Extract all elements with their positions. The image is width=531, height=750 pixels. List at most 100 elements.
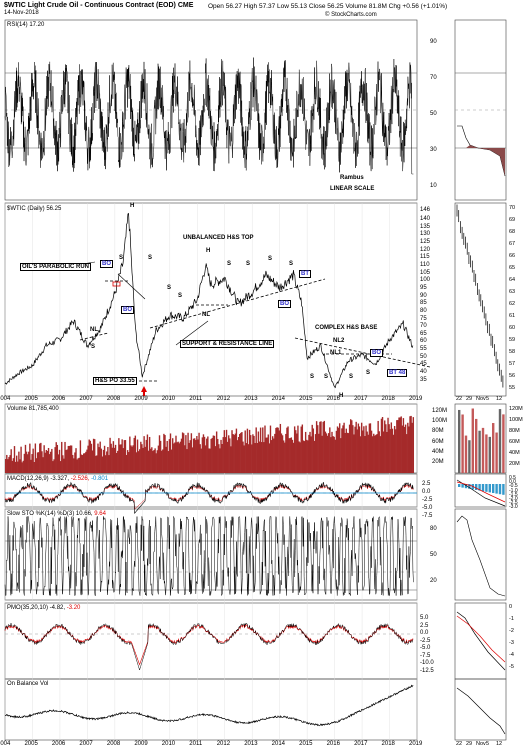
mini-x-tick-bottom-5: 5 — [486, 741, 490, 747]
volume-bar — [286, 427, 288, 473]
volume-bar — [239, 433, 241, 473]
mini-price-tick-65: 65 — [509, 265, 516, 271]
pmo-tick-0.0: 0.0 — [420, 630, 429, 636]
volume-bar — [37, 452, 40, 473]
macd-value-c: -0.801 — [91, 476, 109, 482]
bo-tag-4: BO — [370, 349, 383, 357]
mini-volume-bar — [495, 432, 498, 473]
macd-value-b: -2.526, — [70, 476, 90, 482]
volume-bar — [7, 459, 9, 473]
volume-bar — [324, 431, 327, 473]
volume-bar — [177, 441, 179, 473]
shoulder-label-9: S — [91, 344, 96, 350]
volume-bar — [287, 426, 289, 473]
volume-bar — [366, 431, 368, 473]
volume-bar — [236, 440, 239, 473]
volume-bar — [120, 444, 122, 473]
volume-bar — [353, 434, 355, 473]
volume-bar — [237, 437, 240, 473]
shoulder-label-8: S — [289, 261, 294, 267]
rsi-tick-70: 70 — [430, 75, 437, 81]
mini-macd-bar — [495, 484, 498, 494]
volume-bar — [240, 432, 242, 473]
pointer-parabolic — [117, 273, 146, 300]
hs-top-label: UNBALANCED H&S TOP — [183, 235, 254, 241]
volume-bar — [277, 427, 279, 473]
mini-price-tick-62: 62 — [509, 301, 516, 307]
volume-bar — [295, 430, 297, 473]
volume-bar — [195, 440, 197, 473]
volume-bar — [297, 425, 299, 473]
volume-tick-100M: 100M — [432, 418, 448, 425]
volume-bar — [85, 451, 87, 473]
volume-bar — [167, 451, 170, 473]
volume-bar — [319, 421, 321, 473]
volume-bar — [188, 442, 190, 473]
mini-macd-bar — [458, 484, 461, 487]
volume-bar — [164, 435, 166, 473]
pmo-tick--2.5: -2.5 — [420, 637, 431, 644]
volume-bar — [174, 442, 176, 473]
volume-bar — [43, 445, 45, 473]
volume-bar — [395, 429, 397, 473]
volume-bar — [77, 458, 79, 473]
volume-bar — [326, 435, 329, 473]
volume-bar — [145, 439, 148, 473]
mini-macd-tick--2.0: -2.0 — [509, 496, 518, 502]
volume-bar — [55, 442, 57, 473]
price-tick-146: 146 — [420, 207, 431, 213]
volume-bar — [84, 453, 86, 473]
mini-price-tick-59: 59 — [509, 337, 516, 343]
volume-bar — [284, 442, 286, 473]
volume-bar — [147, 450, 150, 473]
volume-bar — [375, 434, 377, 473]
volume-bar — [18, 451, 20, 473]
volume-bar — [143, 436, 145, 473]
volume-bar — [204, 445, 207, 473]
mini-price-tick-55: 55 — [509, 385, 516, 391]
year-tick-2019: 2019 — [409, 396, 423, 402]
volume-bar — [78, 457, 81, 473]
volume-bar — [122, 448, 124, 473]
volume-bar — [24, 444, 27, 473]
macd-tick-2.5: 2.5 — [422, 481, 431, 487]
mini-volume-bar — [458, 409, 461, 473]
year-tick-2018: 2018 — [381, 396, 395, 402]
volume-bar — [346, 432, 349, 473]
rsi-series-line — [4, 57, 414, 175]
mini-macd-tick--3.0: -3.0 — [509, 504, 518, 511]
volume-bar — [88, 439, 90, 473]
volume-bar — [345, 428, 347, 473]
volume-bar — [112, 441, 115, 473]
mini-macd-tick--2.5: -2.5 — [509, 500, 518, 507]
volume-bar — [344, 432, 346, 473]
volume-bar — [156, 450, 159, 473]
sto-label: Slow STO %K(14) %D(3) 10.66, 9.64 — [7, 511, 106, 517]
mini-price-tick-68: 68 — [509, 229, 516, 235]
volume-bar — [403, 426, 406, 473]
volume-bar — [15, 455, 18, 473]
volume-bar — [343, 422, 345, 473]
volume-bar — [304, 431, 307, 473]
sto-tick-20: 20 — [430, 578, 437, 585]
bt-tag: BT — [299, 270, 311, 278]
volume-bar — [92, 438, 95, 473]
volume-bar — [100, 448, 102, 473]
volume-bar — [131, 446, 133, 473]
bt48-tag: BT 48 — [387, 369, 408, 377]
volume-bar — [377, 420, 379, 473]
volume-bar — [119, 444, 121, 473]
volume-bar — [268, 443, 271, 473]
volume-bar — [380, 418, 383, 473]
volume-bar — [241, 432, 243, 473]
volume-bar — [259, 427, 262, 473]
price-tick-45: 45 — [420, 361, 427, 368]
volume-bar — [269, 425, 272, 473]
mini-sto-line — [456, 515, 506, 597]
volume-bar — [79, 440, 82, 473]
rsi-tick-50: 50 — [430, 111, 437, 117]
price-tick-55: 55 — [420, 346, 427, 353]
volume-bar — [22, 460, 24, 473]
obv-line — [4, 684, 414, 727]
volume-bar — [291, 439, 294, 473]
